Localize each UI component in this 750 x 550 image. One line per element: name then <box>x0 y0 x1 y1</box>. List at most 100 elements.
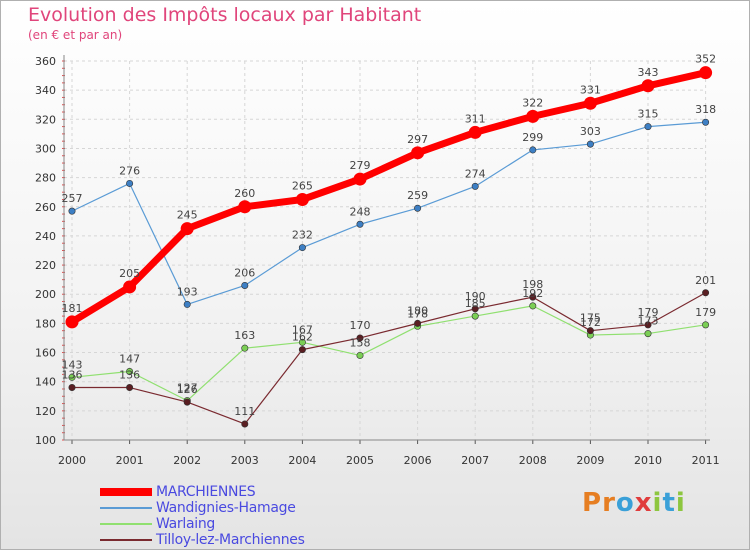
y-tick-label: 280 <box>35 172 56 185</box>
data-label: 136 <box>62 369 83 382</box>
y-tick-label: 100 <box>35 434 56 447</box>
data-point <box>586 327 594 335</box>
x-tick-label: 2011 <box>692 454 720 467</box>
proxiti-logo: Proxiti <box>582 488 686 518</box>
data-point <box>356 220 364 228</box>
data-point <box>702 289 710 297</box>
data-point <box>126 367 134 375</box>
data-point <box>699 66 713 80</box>
data-label: 163 <box>234 329 255 342</box>
data-label: 259 <box>407 189 428 202</box>
series-line-warlaing <box>71 305 707 402</box>
data-point <box>471 312 479 320</box>
chart-title: Evolution des Impôts locaux par Habitant <box>28 4 422 26</box>
x-tick-label: 2007 <box>461 454 489 467</box>
data-point <box>68 384 76 392</box>
data-point <box>583 96 597 110</box>
data-label: 303 <box>580 125 601 138</box>
data-point <box>411 146 425 160</box>
data-point <box>471 305 479 313</box>
data-label: 343 <box>638 66 659 79</box>
data-label: 315 <box>638 108 659 121</box>
data-point <box>356 334 364 342</box>
y-tick-label: 140 <box>35 376 56 389</box>
data-point <box>298 338 306 346</box>
logo-letter: x <box>634 488 653 518</box>
data-label: 127 <box>177 382 198 395</box>
y-tick-label: 360 <box>35 55 56 68</box>
data-point <box>529 146 537 154</box>
data-label: 158 <box>350 336 371 349</box>
legend-swatch <box>100 539 152 541</box>
x-tick-label: 2004 <box>288 454 316 467</box>
data-point <box>414 319 422 327</box>
data-point <box>529 293 537 301</box>
data-label: 179 <box>695 306 716 319</box>
x-tick-label: 2002 <box>173 454 201 467</box>
x-tick-label: 2003 <box>231 454 259 467</box>
data-point <box>702 321 710 329</box>
data-label: 147 <box>119 352 140 365</box>
logo-letter: P <box>582 488 603 518</box>
legend-swatch <box>100 488 152 496</box>
data-label: 190 <box>465 290 486 303</box>
data-label: 322 <box>522 96 543 109</box>
data-point <box>702 118 710 126</box>
logo-letter: i <box>652 488 663 518</box>
data-label: 136 <box>119 369 140 382</box>
data-label: 205 <box>119 267 140 280</box>
x-tick-label: 2010 <box>634 454 662 467</box>
data-label: 274 <box>465 167 486 180</box>
data-label: 201 <box>695 274 716 287</box>
data-label: 173 <box>638 315 659 328</box>
x-tick-label: 2008 <box>519 454 547 467</box>
x-tick-label: 2006 <box>404 454 432 467</box>
logo-letter: i <box>675 488 686 518</box>
legend-label: MARCHIENNES <box>156 484 256 500</box>
data-label: 179 <box>638 306 659 319</box>
y-tick-label: 320 <box>35 113 56 126</box>
y-tick-label: 160 <box>35 347 56 360</box>
data-point <box>123 280 137 294</box>
data-point <box>356 351 364 359</box>
data-point <box>295 192 309 206</box>
legend-label: Wandignies-Hamage <box>156 500 296 516</box>
data-point <box>353 172 367 186</box>
data-label: 167 <box>292 323 313 336</box>
data-label: 331 <box>580 83 601 96</box>
data-label: 260 <box>234 187 255 200</box>
data-label: 111 <box>234 405 255 418</box>
legend-swatch <box>100 523 152 525</box>
data-label: 265 <box>292 179 313 192</box>
legend-label: Tilloy-lez-Marchiennes <box>156 532 305 548</box>
data-point <box>65 315 79 329</box>
series-line-wandignies-hamage <box>71 121 707 306</box>
data-label: 181 <box>62 302 83 315</box>
data-label: 311 <box>465 112 486 125</box>
y-tick-label: 300 <box>35 142 56 155</box>
data-point <box>180 222 194 236</box>
data-point <box>641 79 655 93</box>
data-point <box>529 302 537 310</box>
data-label: 175 <box>580 312 601 325</box>
logo-letter: o <box>615 488 635 518</box>
chart-subtitle: (en € et par an) <box>28 28 123 42</box>
series-line-marchiennes <box>68 69 710 326</box>
data-label: 279 <box>350 159 371 172</box>
legend-label: Warlaing <box>156 516 216 532</box>
data-point <box>471 182 479 190</box>
data-label: 232 <box>292 229 313 242</box>
data-label: 198 <box>522 278 543 291</box>
y-tick-label: 180 <box>35 317 56 330</box>
y-tick-label: 260 <box>35 201 56 214</box>
x-tick-label: 2009 <box>576 454 604 467</box>
data-label: 126 <box>177 383 198 396</box>
y-tick-label: 120 <box>35 405 56 418</box>
data-point <box>526 109 540 123</box>
data-point <box>68 207 76 215</box>
x-tick-label: 2000 <box>58 454 86 467</box>
data-point <box>586 140 594 148</box>
data-label: 193 <box>177 285 198 298</box>
data-point <box>241 344 249 352</box>
